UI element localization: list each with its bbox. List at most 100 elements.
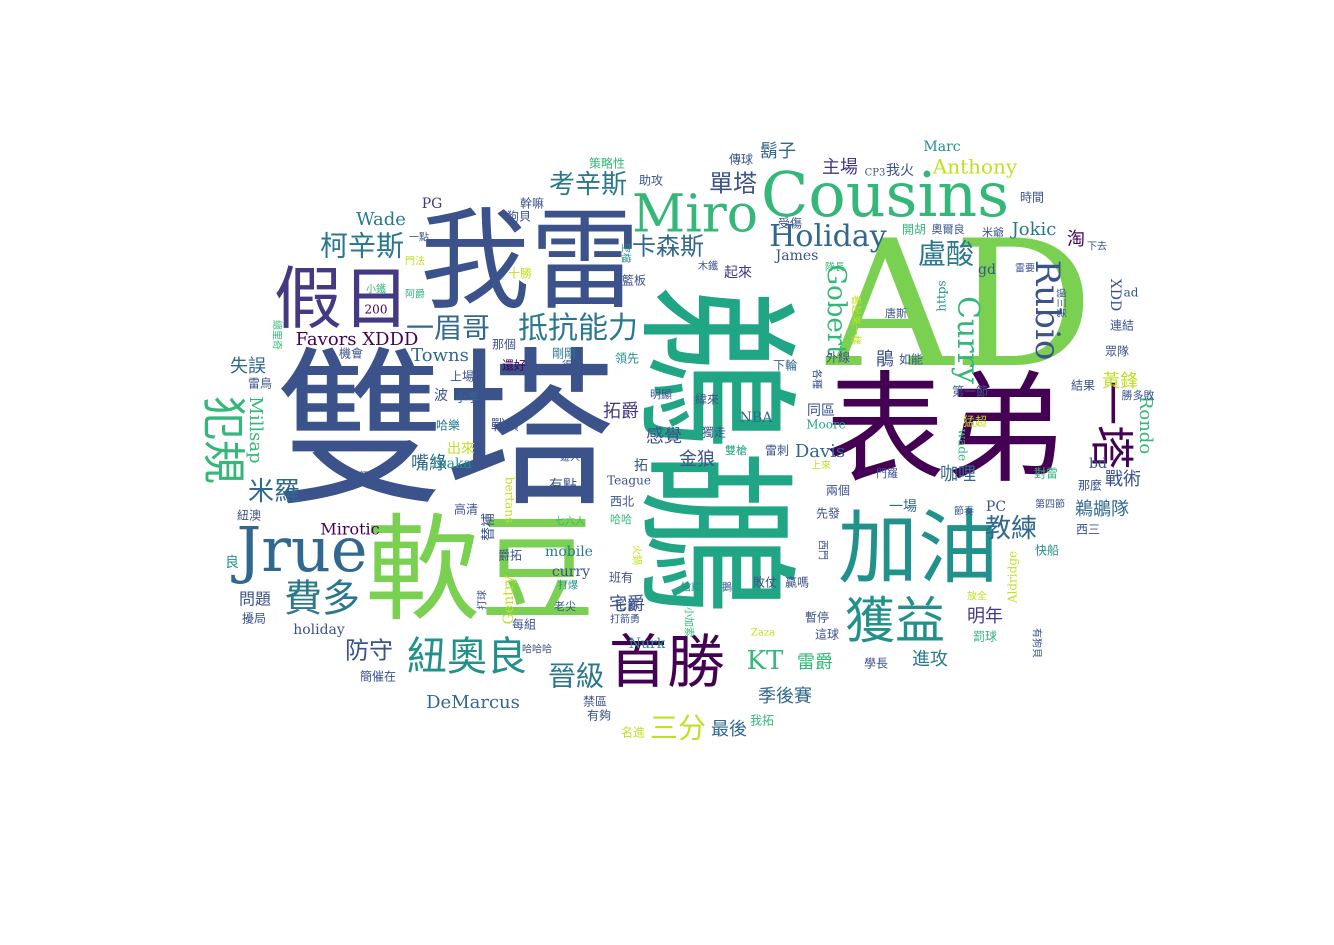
word: James	[774, 248, 819, 264]
word: Favors XDDD	[296, 329, 419, 350]
word: 罰球	[973, 630, 997, 644]
word: mobile	[545, 544, 593, 560]
word: Davis	[795, 441, 845, 462]
word: Cousins	[761, 158, 1009, 231]
word: ad	[1124, 286, 1139, 300]
word: gd	[978, 262, 996, 278]
word: 猛超	[963, 414, 987, 429]
word: 拓爵	[603, 401, 639, 422]
word: CP3	[865, 168, 886, 179]
word: 進攻	[912, 649, 948, 670]
word: 十勝	[508, 266, 532, 281]
word: 快船	[1035, 544, 1059, 558]
word: 班有	[609, 571, 633, 585]
word: KT	[747, 646, 784, 676]
word: 有狗貝	[1031, 628, 1044, 658]
word: 受傷	[778, 216, 802, 231]
word: 金狼	[679, 449, 715, 470]
word: 感覺	[646, 426, 682, 447]
word: XDD	[1107, 279, 1123, 311]
word: 門法	[405, 255, 425, 268]
word: Gobert	[821, 264, 851, 356]
word: 費多	[284, 577, 360, 621]
word: 防守	[345, 637, 393, 665]
word: 鬍子	[760, 140, 796, 162]
word: AD	[825, 204, 1094, 407]
word: 雷爵	[797, 652, 833, 673]
word: 三分	[650, 712, 706, 745]
word: 哈哈	[610, 513, 632, 526]
word: Anthony	[932, 155, 1018, 179]
word: 爵拓	[498, 549, 522, 563]
word: 機會	[339, 346, 363, 361]
word: holiday	[293, 622, 345, 638]
word: 我拓	[750, 714, 774, 728]
word: 傳球	[729, 153, 753, 167]
word: 淘	[1067, 229, 1085, 250]
word: 對雷	[1034, 467, 1058, 481]
word: 放全	[967, 590, 987, 603]
word: 雙塔	[275, 332, 615, 530]
word: 上來	[811, 460, 831, 472]
word: 柯辛斯	[320, 230, 404, 263]
word: 搶東	[681, 581, 701, 594]
word: 我雷	[420, 197, 640, 325]
word: 時間	[1020, 191, 1044, 205]
word: 雷刺	[765, 444, 789, 458]
word: 贏嗎	[785, 575, 809, 590]
word: 問題	[239, 590, 271, 609]
word: Jrue	[230, 513, 367, 586]
word: Holiday	[769, 219, 887, 254]
word: 阿爵	[405, 288, 425, 301]
word: 雷鳥	[248, 376, 272, 391]
word: Nurk	[629, 636, 666, 652]
word: 策略性	[589, 156, 625, 171]
word: 晉級	[548, 660, 604, 693]
word: 第四節	[1035, 498, 1065, 511]
word: 剛剛	[552, 347, 576, 361]
word: 米羅	[248, 477, 300, 507]
word: 鵑	[876, 349, 894, 370]
word: bertans	[503, 477, 517, 523]
word: Ibaka	[432, 456, 472, 472]
word: 雙槍	[725, 443, 747, 457]
word: Mirotic	[320, 520, 379, 539]
word: 明年	[967, 606, 1003, 627]
word: 奧爾良	[932, 222, 965, 236]
word: 搶哀	[681, 581, 701, 594]
word: Curry	[950, 296, 985, 384]
word: 看起來一樣	[850, 295, 863, 345]
word: 拓	[634, 458, 648, 474]
word: wade	[956, 429, 970, 461]
word: 表弟	[825, 361, 1065, 500]
word: 空檔	[620, 243, 633, 263]
word: 緯來	[695, 392, 719, 407]
word: 鵜鶘隊	[1075, 499, 1129, 520]
word: 西門	[817, 540, 829, 560]
word: 教練	[985, 514, 1037, 544]
word: 每組	[512, 617, 536, 632]
word: 首勝	[609, 628, 725, 696]
word: 籃板	[622, 273, 646, 288]
word: 外線	[826, 350, 850, 365]
word: Rondo	[1135, 396, 1156, 454]
word: 木鐵	[698, 260, 718, 273]
word: 紐奧良	[407, 634, 527, 680]
word: 西北	[610, 495, 634, 509]
word: 一點	[409, 231, 429, 244]
word: 簡催在	[360, 669, 396, 684]
word: 擾局	[242, 612, 266, 626]
word: Rubio	[1027, 260, 1067, 361]
word: 結果	[1071, 379, 1095, 393]
word: 小鐵	[366, 283, 386, 296]
word: 眾隊	[1105, 344, 1129, 359]
word: 盧酸	[918, 238, 974, 271]
word: PG	[422, 196, 443, 212]
word: bd	[1089, 456, 1107, 472]
word: Marc	[923, 139, 960, 155]
word: 戰績	[491, 418, 519, 434]
word: https	[935, 280, 949, 311]
word: 各種	[811, 369, 824, 389]
word: 鵝	[722, 581, 732, 594]
word: 暫停	[805, 610, 829, 625]
